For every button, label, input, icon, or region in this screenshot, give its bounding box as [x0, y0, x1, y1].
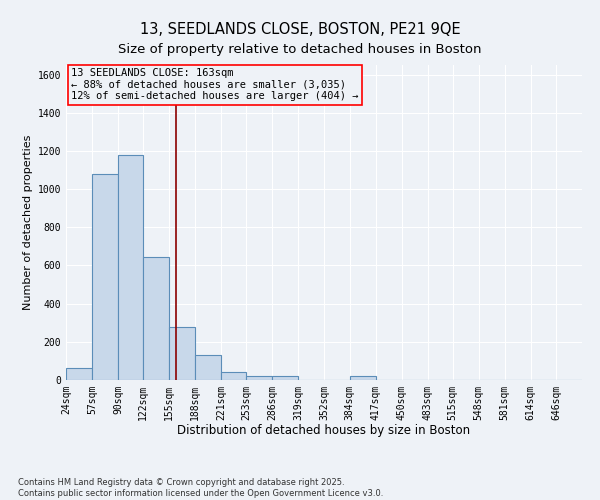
Text: Contains HM Land Registry data © Crown copyright and database right 2025.
Contai: Contains HM Land Registry data © Crown c…	[18, 478, 383, 498]
Bar	[92, 174, 118, 380]
Bar	[195, 355, 221, 380]
Y-axis label: Number of detached properties: Number of detached properties	[23, 135, 34, 310]
X-axis label: Distribution of detached houses by size in Boston: Distribution of detached houses by size …	[178, 424, 470, 438]
Bar	[118, 154, 143, 380]
Bar	[143, 257, 169, 380]
Bar	[247, 376, 272, 380]
Bar	[169, 326, 195, 380]
Bar	[66, 368, 92, 380]
Text: 13, SEEDLANDS CLOSE, BOSTON, PE21 9QE: 13, SEEDLANDS CLOSE, BOSTON, PE21 9QE	[140, 22, 460, 38]
Bar	[350, 376, 376, 380]
Text: 13 SEEDLANDS CLOSE: 163sqm
← 88% of detached houses are smaller (3,035)
12% of s: 13 SEEDLANDS CLOSE: 163sqm ← 88% of deta…	[71, 68, 359, 102]
Bar	[272, 376, 298, 380]
Text: Size of property relative to detached houses in Boston: Size of property relative to detached ho…	[118, 42, 482, 56]
Bar	[221, 372, 247, 380]
